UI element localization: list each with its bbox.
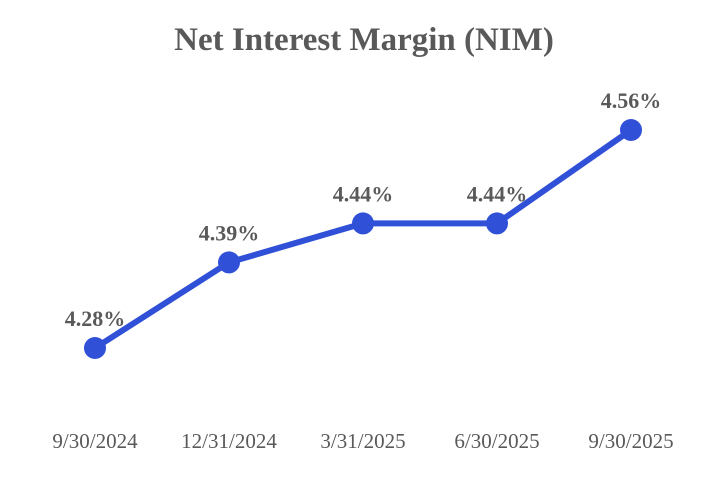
chart-title: Net Interest Margin (NIM) <box>174 22 554 58</box>
data-label: 4.44% <box>467 181 528 206</box>
data-label: 4.44% <box>333 181 394 206</box>
nim-series-line <box>92 127 634 351</box>
x-axis-label: 3/31/2025 <box>320 429 405 453</box>
data-label: 4.56% <box>601 88 662 113</box>
data-point-marker <box>352 212 374 235</box>
data-point-marker <box>620 119 642 141</box>
data-point-marker <box>218 251 240 274</box>
x-axis-label: 6/30/2025 <box>454 429 539 453</box>
x-axis-label: 9/30/2025 <box>588 429 673 453</box>
data-point-marker <box>84 337 106 359</box>
data-label: 4.39% <box>199 220 260 245</box>
x-axis-label: 12/31/2024 <box>181 429 277 453</box>
data-label: 4.28% <box>65 306 126 331</box>
x-axis-label: 9/30/2024 <box>52 429 138 453</box>
data-point-marker <box>486 212 508 235</box>
